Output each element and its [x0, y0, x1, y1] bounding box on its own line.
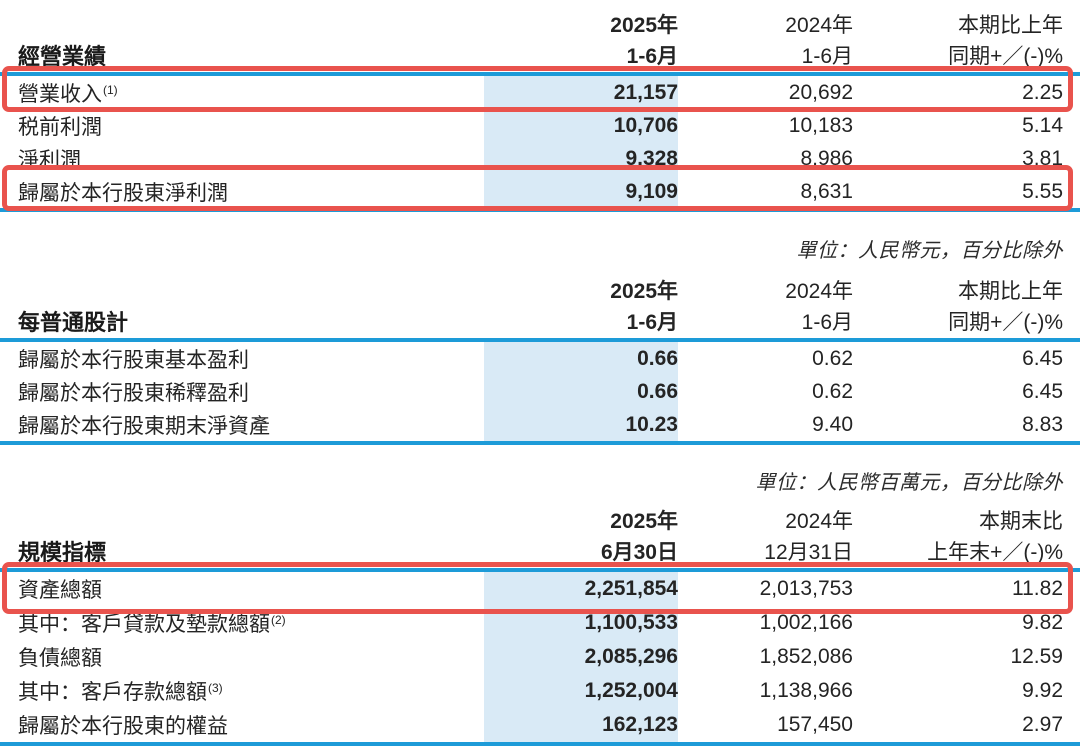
value-prior: 1,002,166	[759, 611, 853, 634]
value-change: 2.97	[1022, 713, 1063, 736]
table-rule-top	[0, 338, 1080, 342]
column-header-2025: 2025年 1-6月	[610, 280, 678, 334]
row-label: 歸屬於本行股東期末淨資產	[18, 414, 270, 438]
footnote-superscript: (3)	[208, 681, 223, 695]
value-prior: 2,013,753	[759, 577, 853, 600]
table-rule-bottom	[0, 441, 1080, 445]
row-label: 負債總額	[18, 647, 102, 670]
value-prior: 157,450	[777, 713, 853, 736]
row-label: 歸屬於本行股東稀釋盈利	[18, 381, 249, 405]
table-row: 歸屬於本行股東的權益 162,123 157,450 2.97	[0, 708, 1080, 742]
section-title: 經營業績	[18, 44, 107, 69]
column-header-2024: 2024年 1-6月	[785, 14, 853, 68]
table-header: 每普通股計 2025年 1-6月 2024年 1-6月 本期比上年 同期+／(-)%	[0, 276, 1080, 338]
section-title: 每普通股計	[18, 310, 129, 335]
row-label: 資產總額	[18, 579, 102, 602]
row-label: 歸屬於本行股東的權益	[18, 715, 228, 738]
value-change: 5.14	[1022, 113, 1063, 137]
value-change: 5.55	[1022, 179, 1063, 203]
table-row: 歸屬於本行股東稀釋盈利 0.66 0.62 6.45	[0, 375, 1080, 408]
value-change: 9.92	[1022, 679, 1063, 702]
table-header: 規模指標 2025年 6月30日 2024年 12月31日 本期末比 上年末+／(-)…	[0, 506, 1080, 568]
value-prior: 10,183	[788, 113, 853, 137]
column-header-2025: 2025年 6月30日	[600, 510, 678, 564]
value-current: 1,252,004	[484, 674, 678, 708]
table-row: 其中：客戶貸款及墊款總額(2) 1,100,533 1,002,166 9.82	[0, 606, 1080, 640]
value-prior: 20,692	[788, 80, 853, 104]
row-label: 税前利潤	[18, 115, 102, 139]
unit-note: 單位：人民幣元，百分比除外	[796, 240, 1063, 262]
column-header-change: 本期比上年 同期+／(-)%	[948, 14, 1063, 68]
value-current: 9,328	[484, 142, 678, 175]
table-row: 歸屬於本行股東基本盈利 0.66 0.62 6.45	[0, 342, 1080, 375]
value-change: 6.45	[1022, 346, 1063, 370]
table-rule-bottom	[0, 208, 1080, 212]
row-label: 營業收入	[18, 82, 102, 106]
row-label: 歸屬於本行股東基本盈利	[18, 348, 249, 372]
column-header-change: 本期比上年 同期+／(-)%	[948, 280, 1063, 334]
value-current: 0.66	[484, 375, 678, 408]
value-change: 12.59	[1010, 645, 1063, 668]
value-change: 2.25	[1022, 80, 1063, 104]
value-current: 1,100,533	[484, 606, 678, 640]
row-label: 其中：客戶存款總額	[18, 681, 207, 704]
value-current: 9,109	[484, 175, 678, 208]
value-current: 2,085,296	[484, 640, 678, 674]
value-current: 10,706	[484, 109, 678, 142]
table-header: 經營業績 2025年 1-6月 2024年 1-6月 本期比上年 同期+／(-)%	[0, 0, 1080, 72]
value-prior: 8,631	[800, 179, 853, 203]
value-current: 10.23	[484, 408, 678, 441]
footnote-superscript: (2)	[271, 613, 286, 627]
table-row: 負債總額 2,085,296 1,852,086 12.59	[0, 640, 1080, 674]
table-row: 營業收入(1) 21,157 20,692 2.25	[0, 76, 1080, 109]
section-scale-indicators: 單位：人民幣百萬元，百分比除外 規模指標 2025年 6月30日 2024年 12月…	[0, 460, 1080, 746]
table-row: 歸屬於本行股東期末淨資產 10.23 9.40 8.83	[0, 408, 1080, 441]
footnote-superscript: (1)	[103, 82, 118, 97]
value-current: 2,251,854	[484, 572, 678, 606]
table-rule-bottom	[0, 742, 1080, 746]
value-change: 3.81	[1022, 146, 1063, 170]
column-header-2024: 2024年 12月31日	[764, 510, 853, 564]
table-row: 淨利潤 9,328 8,986 3.81	[0, 142, 1080, 175]
table-rule-top	[0, 568, 1080, 572]
value-current: 162,123	[484, 708, 678, 742]
table-row: 税前利潤 10,706 10,183 5.14	[0, 109, 1080, 142]
value-prior: 9.40	[812, 412, 853, 436]
value-prior: 0.62	[812, 379, 853, 403]
column-header-2025: 2025年 1-6月	[610, 14, 678, 68]
table-row: 歸屬於本行股東淨利潤 9,109 8,631 5.55	[0, 175, 1080, 208]
value-prior: 1,138,966	[759, 679, 853, 702]
table-row: 資產總額 2,251,854 2,013,753 11.82	[0, 572, 1080, 606]
section-per-share: 單位：人民幣元，百分比除外 每普通股計 2025年 1-6月 2024年 1-6月 …	[0, 228, 1080, 445]
row-label: 歸屬於本行股東淨利潤	[18, 181, 228, 205]
column-header-2024: 2024年 1-6月	[785, 280, 853, 334]
value-change: 9.82	[1022, 611, 1063, 634]
value-change: 6.45	[1022, 379, 1063, 403]
value-prior: 8,986	[800, 146, 853, 170]
table-row: 其中：客戶存款總額(3) 1,252,004 1,138,966 9.92	[0, 674, 1080, 708]
value-change: 11.82	[1012, 577, 1063, 600]
value-change: 8.83	[1022, 412, 1063, 436]
section-title: 規模指標	[18, 540, 107, 565]
value-prior: 0.62	[812, 346, 853, 370]
unit-note: 單位：人民幣百萬元，百分比除外	[755, 472, 1063, 494]
section-operating-results: 經營業績 2025年 1-6月 2024年 1-6月 本期比上年 同期+／(-)% 營…	[0, 0, 1080, 212]
row-label: 其中：客戶貸款及墊款總額	[18, 613, 270, 636]
value-current: 21,157	[484, 76, 678, 109]
table-rule-top	[0, 72, 1080, 76]
value-prior: 1,852,086	[759, 645, 853, 668]
value-current: 0.66	[484, 342, 678, 375]
row-label: 淨利潤	[18, 148, 81, 172]
column-header-change: 本期末比 上年末+／(-)%	[927, 510, 1063, 564]
